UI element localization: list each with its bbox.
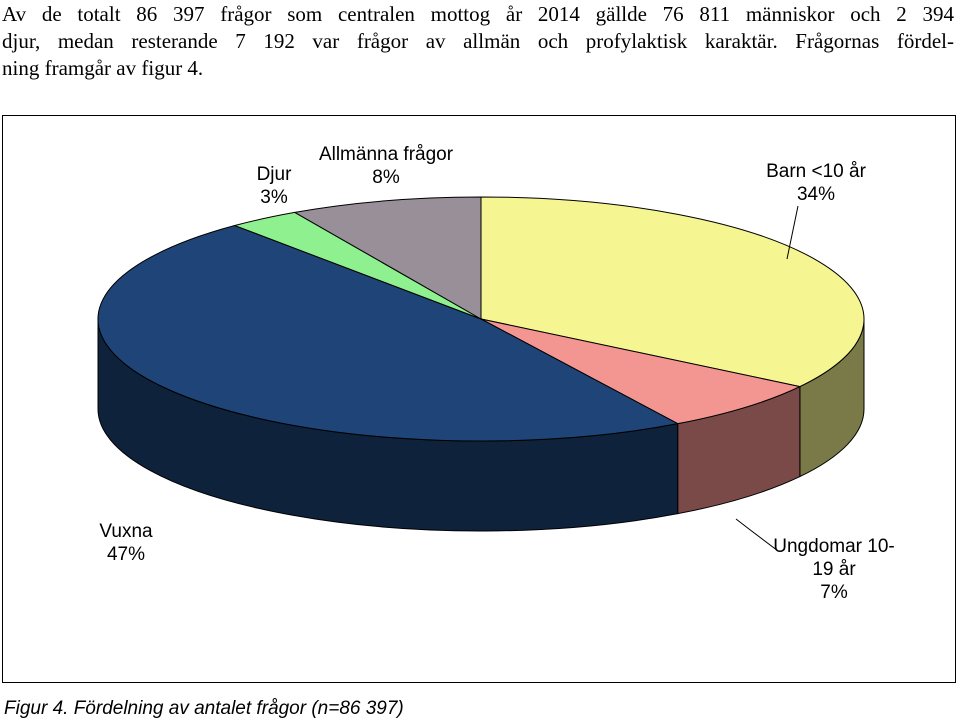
chart <box>97 196 865 552</box>
pie-slice <box>97 225 680 442</box>
slice-value: 34% <box>796 184 836 205</box>
slice-label: Vuxna 47% <box>76 520 176 566</box>
leader-line <box>735 518 779 552</box>
pie-slice <box>293 196 482 320</box>
slice-category: Djur <box>256 164 292 185</box>
pie-slice <box>480 318 802 425</box>
slice-label: Ungdomar 10-19 år 7% <box>769 535 899 604</box>
slice-label: Barn <10 år 34% <box>746 160 886 206</box>
slice-category: Vuxna <box>99 521 153 542</box>
paragraph-line: djur, medan resterande 7 192 var frågor … <box>2 29 954 53</box>
figure-caption: Figur 4. Fördelning av antalet frågor (n… <box>4 698 404 719</box>
slice-value: 47% <box>106 544 146 565</box>
leader-line <box>786 205 799 260</box>
slice-value: 7% <box>820 582 848 603</box>
slice-value: 8% <box>372 167 400 188</box>
slice-label: Djur 3% <box>244 163 304 209</box>
slice-category: Barn <10 år <box>766 161 866 182</box>
slice-label: Allmänna frågor 8% <box>301 143 471 189</box>
chart-frame <box>2 115 956 683</box>
paragraph-line: Av de totalt 86 397 frågor som centralen… <box>2 2 954 26</box>
slice-category: Ungdomar 10-19 år <box>773 536 895 580</box>
paragraph-line: ning framgår av figur 4. <box>2 56 204 80</box>
slice-category: Allmänna frågor <box>318 144 454 165</box>
slice-value: 3% <box>260 187 288 208</box>
